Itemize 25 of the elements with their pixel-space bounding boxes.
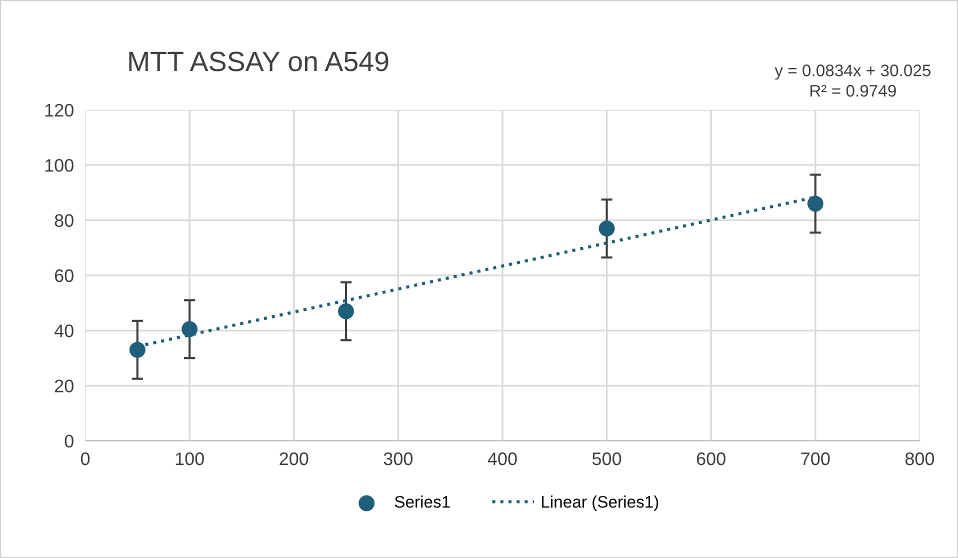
y-tick-label: 60 xyxy=(54,269,74,282)
y-tick-label: 20 xyxy=(54,380,74,392)
point xyxy=(807,196,824,212)
x-tick-label: 100 xyxy=(176,452,204,466)
point xyxy=(598,220,615,236)
x-tick-label: 500 xyxy=(592,452,622,466)
text: y = 0.0834x + 30.025 R² = 0.9749 xyxy=(774,64,931,97)
x-tick-label: 400 xyxy=(488,452,517,466)
x-tick-label: 200 xyxy=(280,452,308,466)
x-tick-label: 300 xyxy=(384,452,413,466)
legend-label: Series1 xyxy=(394,496,450,508)
legend-label: Linear (Series1) xyxy=(542,496,658,512)
x-tick-label: 800 xyxy=(905,452,934,466)
x-tick-label: 600 xyxy=(696,452,726,466)
chart-title: MTT ASSAY on A549 xyxy=(129,52,388,72)
y-tick-label: 40 xyxy=(54,324,74,338)
y-tick-label: 80 xyxy=(54,214,74,227)
x-tick-label: 0 xyxy=(80,452,90,466)
y-tick-label: 0 xyxy=(64,434,74,448)
point xyxy=(182,321,198,338)
y-tick-label: 100 xyxy=(45,159,74,172)
x-tick-label: 700 xyxy=(801,452,830,466)
point xyxy=(338,303,354,320)
y-tick-label: 120 xyxy=(45,104,74,117)
point xyxy=(129,342,146,358)
